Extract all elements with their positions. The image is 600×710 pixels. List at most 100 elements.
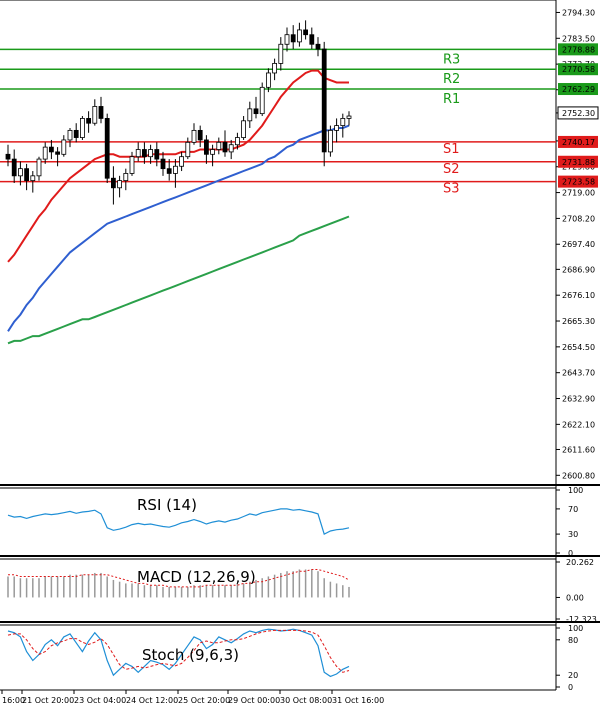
candle-body — [191, 129, 197, 143]
candle-body — [148, 149, 154, 158]
candle-body — [197, 129, 203, 141]
candle-body — [172, 165, 178, 174]
level-tag-label-r2: 2770.58 — [562, 65, 595, 74]
candle-body — [61, 139, 67, 155]
level-tag-r2 — [558, 63, 598, 76]
ma-mid-line — [7, 124, 350, 332]
stoch-k-line — [7, 628, 350, 678]
candle-body — [346, 115, 352, 119]
price-tick-label: 2708.20 — [562, 214, 595, 223]
pivot-levels: R3 R2 R1 S1 S2 S3 — [0, 48, 556, 197]
candle-body — [5, 153, 11, 160]
rsi-tick-label: 0 — [568, 549, 573, 558]
macd-tick-label: 20.262 — [566, 558, 594, 567]
candle-body — [210, 149, 216, 155]
candle-body — [160, 158, 166, 170]
candle-body — [129, 156, 135, 174]
level-tag-s2 — [558, 155, 598, 168]
ma-slow-line — [7, 215, 350, 345]
candle-body — [86, 118, 91, 124]
time-tick-label: 29 Oct 00:00 — [228, 696, 280, 705]
macd-axis: 20.262 0.00 -12.323 — [556, 558, 597, 624]
candle-body — [154, 149, 160, 160]
candle-body — [185, 141, 191, 158]
candle-body — [98, 106, 104, 119]
level-price-tags: 2778.88 2770.58 2762.29 2740.17 2731.88 2723.… — [558, 43, 598, 188]
stoch-axis: 100 80 20 0 — [556, 624, 583, 692]
rsi-tick-label: 70 — [568, 505, 578, 514]
stoch-panel: Stoch (9,6,3) 100 80 20 0 — [7, 624, 583, 692]
candle-body — [117, 180, 122, 189]
candle-body — [334, 125, 340, 131]
candle-body — [92, 106, 98, 124]
stoch-tick-label: 80 — [568, 636, 578, 645]
stoch-d-line — [7, 629, 350, 673]
ma-fast-line — [7, 69, 349, 263]
candle-body — [67, 129, 73, 141]
macd-signal — [8, 569, 350, 588]
stoch-tick-label: 100 — [568, 624, 583, 633]
price-tick-label: 2686.90 — [562, 265, 595, 274]
candle-body — [141, 149, 147, 158]
candle-body — [222, 141, 228, 153]
candle-body — [42, 146, 48, 160]
level-tag-label-s1: 2740.17 — [562, 138, 595, 147]
level-name-s2: S2 — [443, 162, 460, 177]
candle-body — [296, 29, 302, 43]
candle-body — [253, 108, 259, 115]
price-tick-label: 2676.10 — [562, 291, 595, 300]
price-tick-label: 2697.40 — [562, 240, 595, 249]
rsi-title: RSI (14) — [137, 496, 197, 514]
level-name-r3: R3 — [443, 52, 460, 67]
candle-body — [241, 120, 247, 138]
price-tick-label: 2611.60 — [562, 445, 595, 454]
stoch-tick-label: 20 — [568, 671, 578, 680]
candle-body — [340, 118, 346, 126]
level-name-s3: S3 — [443, 182, 460, 197]
last-price-label: 2752.30 — [562, 109, 595, 118]
macd-histogram — [7, 569, 350, 598]
level-name-r1: R1 — [443, 92, 460, 107]
candle-body — [203, 139, 209, 155]
rsi-lines — [7, 508, 350, 535]
time-tick-label: 30 Oct 08:00 — [280, 696, 332, 705]
candle-body — [166, 168, 172, 174]
macd-signal-line — [8, 569, 350, 588]
macd-tick-label: 0.00 — [566, 593, 584, 602]
candle-body — [80, 118, 85, 138]
candle-body — [303, 29, 309, 36]
macd-tick-label: -12.323 — [566, 615, 597, 624]
candle-body — [265, 72, 271, 88]
price-tick-label: 2600.80 — [562, 471, 595, 480]
level-tag-s3 — [558, 175, 598, 188]
candle-body — [135, 149, 141, 158]
rsi-axis: 100 70 30 0 — [556, 486, 583, 558]
price-tick-label: 2622.10 — [562, 420, 595, 429]
candle-body — [309, 34, 315, 45]
price-tick-label: 2665.30 — [562, 317, 595, 326]
candle-body — [278, 43, 284, 64]
time-tick-label: 21 Oct 20:00 — [22, 696, 74, 705]
candle-body — [321, 48, 327, 153]
level-tag-label-s3: 2723.58 — [562, 178, 595, 187]
time-tick-label: 31 Oct 16:00 — [332, 696, 384, 705]
candle-body — [30, 175, 36, 182]
stoch-lines — [7, 628, 350, 678]
candle-body — [104, 118, 110, 179]
candle-body — [36, 158, 42, 177]
level-tag-r3 — [558, 43, 598, 56]
candle-body — [327, 129, 333, 153]
level-tag-label-r3: 2778.88 — [562, 45, 595, 54]
stoch-title: Stoch (9,6,3) — [142, 646, 239, 664]
panel-frames — [0, 0, 600, 691]
macd-title: MACD (12,26,9) — [137, 568, 256, 586]
candle-body — [123, 173, 129, 182]
price-tick-label: 2654.50 — [562, 343, 595, 352]
candle-body — [179, 156, 185, 167]
time-tick-label: 16:00 — [2, 696, 25, 705]
rsi-panel: RSI (14) 100 70 30 0 — [7, 486, 583, 558]
candle-body — [111, 177, 116, 189]
